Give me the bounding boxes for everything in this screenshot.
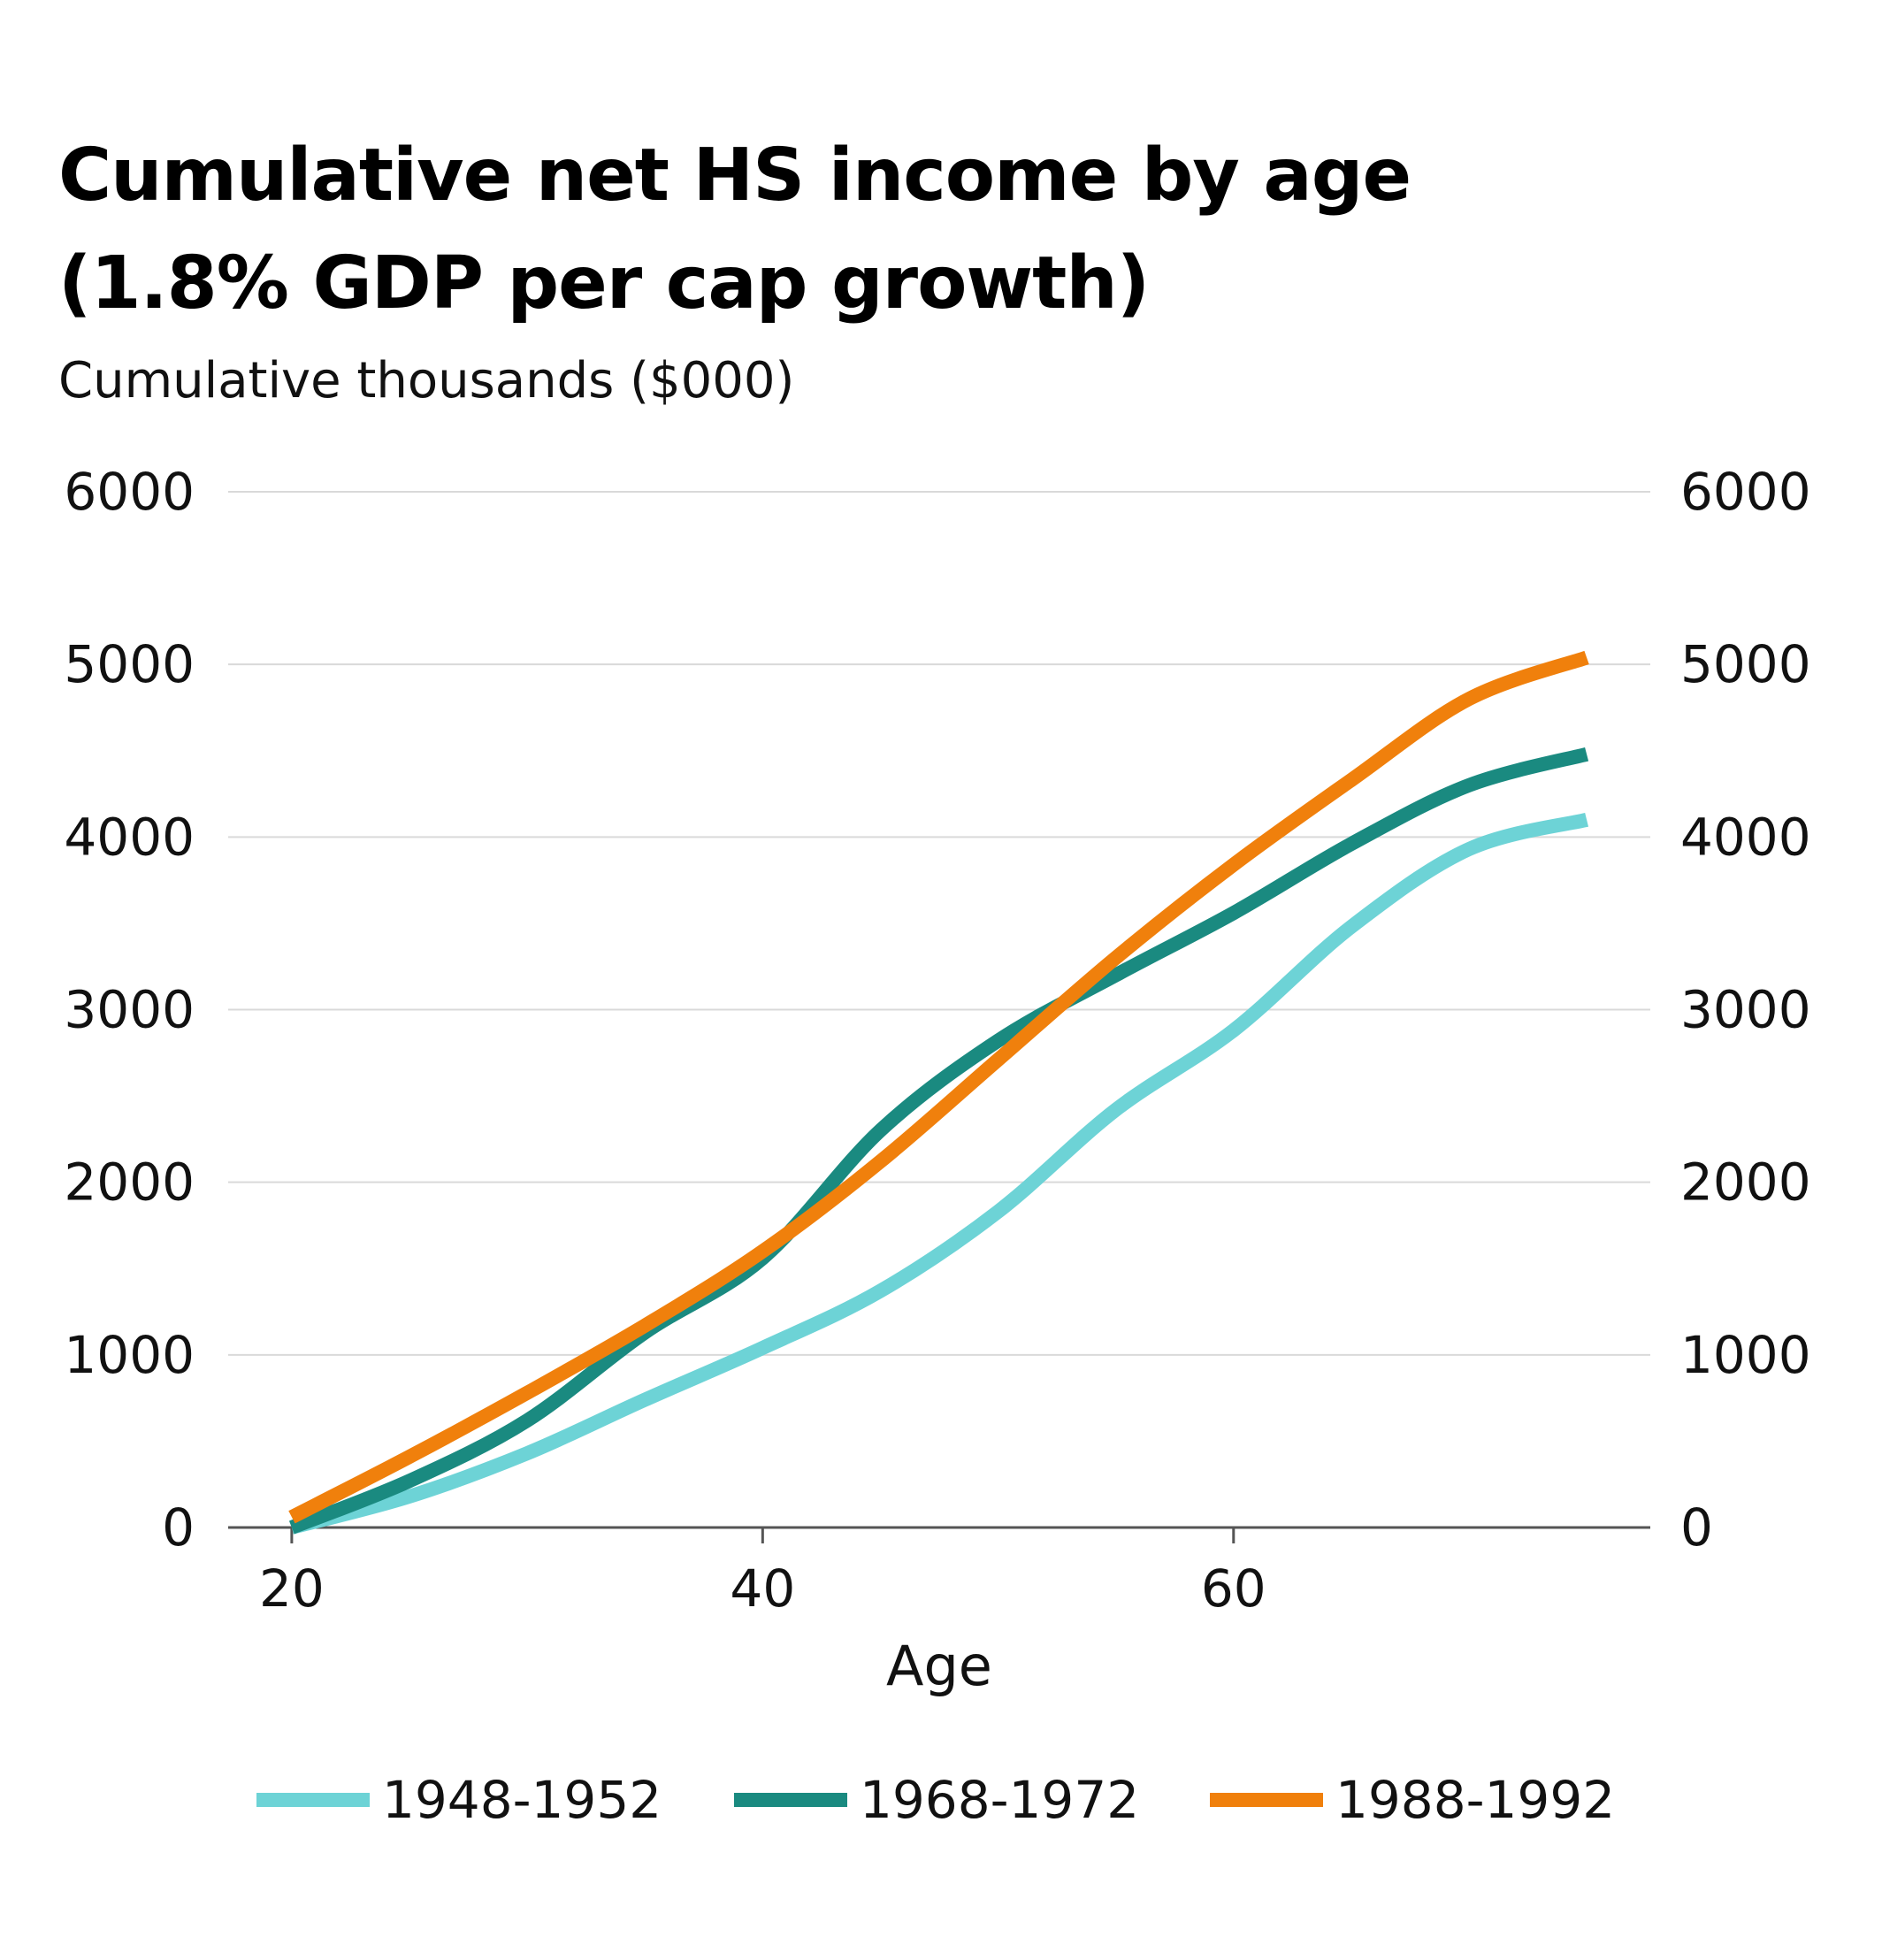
x-axis-title: Age: [886, 1634, 992, 1698]
y-tick-label-left: 6000: [64, 462, 195, 522]
series-line-1988-1992: [288, 650, 1589, 1524]
gridlines: [228, 491, 1650, 1356]
legend-item: 1968-1972: [734, 1765, 1139, 1835]
chart-title: Cumulative net HS income by age (1.8% GD…: [58, 122, 1827, 338]
x-tick-label: 40: [730, 1558, 795, 1619]
legend: 1948-1952 1968-1972 1988-1992: [0, 1765, 1882, 1835]
legend-item: 1988-1992: [1210, 1765, 1615, 1835]
legend-label: 1968-1972: [860, 1770, 1140, 1830]
y-tick-label-left: 0: [162, 1497, 195, 1558]
y-axis-unit-label: Cumulative thousands ($000): [58, 352, 795, 410]
legend-item: 1948-1952: [256, 1765, 662, 1835]
legend-swatch: [1210, 1793, 1323, 1807]
y-tick-label-right: 0: [1680, 1497, 1713, 1558]
y-tick-label-left: 3000: [64, 980, 195, 1040]
y-tick-label-right: 1000: [1680, 1325, 1811, 1385]
y-tick-label-right: 3000: [1680, 980, 1811, 1040]
y-tick-label-right: 6000: [1680, 462, 1811, 522]
legend-label: 1948-1952: [382, 1770, 662, 1830]
y-tick-label-left: 4000: [64, 807, 195, 867]
y-axis-right: 0 1000 2000 3000 4000 5000 6000: [1680, 462, 1811, 1558]
title-line-2: (1.8% GDP per cap growth): [58, 241, 1150, 325]
y-tick-label-left: 2000: [64, 1152, 195, 1213]
y-tick-label-left: 5000: [64, 634, 195, 694]
y-tick-label-right: 2000: [1680, 1152, 1811, 1213]
x-axis: 20 40 60: [259, 1527, 1266, 1619]
title-line-1: Cumulative net HS income by age: [58, 134, 1412, 218]
series-line-1948-1952: [289, 813, 1589, 1535]
y-tick-label-right: 4000: [1680, 807, 1811, 867]
legend-swatch: [734, 1793, 847, 1807]
x-tick-label: 20: [259, 1558, 325, 1619]
y-axis-left: 0 1000 2000 3000 4000 5000 6000: [64, 462, 195, 1558]
x-tick-label: 60: [1201, 1558, 1266, 1619]
y-tick-label-left: 1000: [64, 1325, 195, 1385]
series-lines: [288, 650, 1589, 1535]
series-line-1968-1972: [288, 746, 1589, 1535]
legend-swatch: [256, 1793, 370, 1807]
y-tick-label-right: 5000: [1680, 634, 1811, 694]
legend-label: 1988-1992: [1335, 1770, 1616, 1830]
